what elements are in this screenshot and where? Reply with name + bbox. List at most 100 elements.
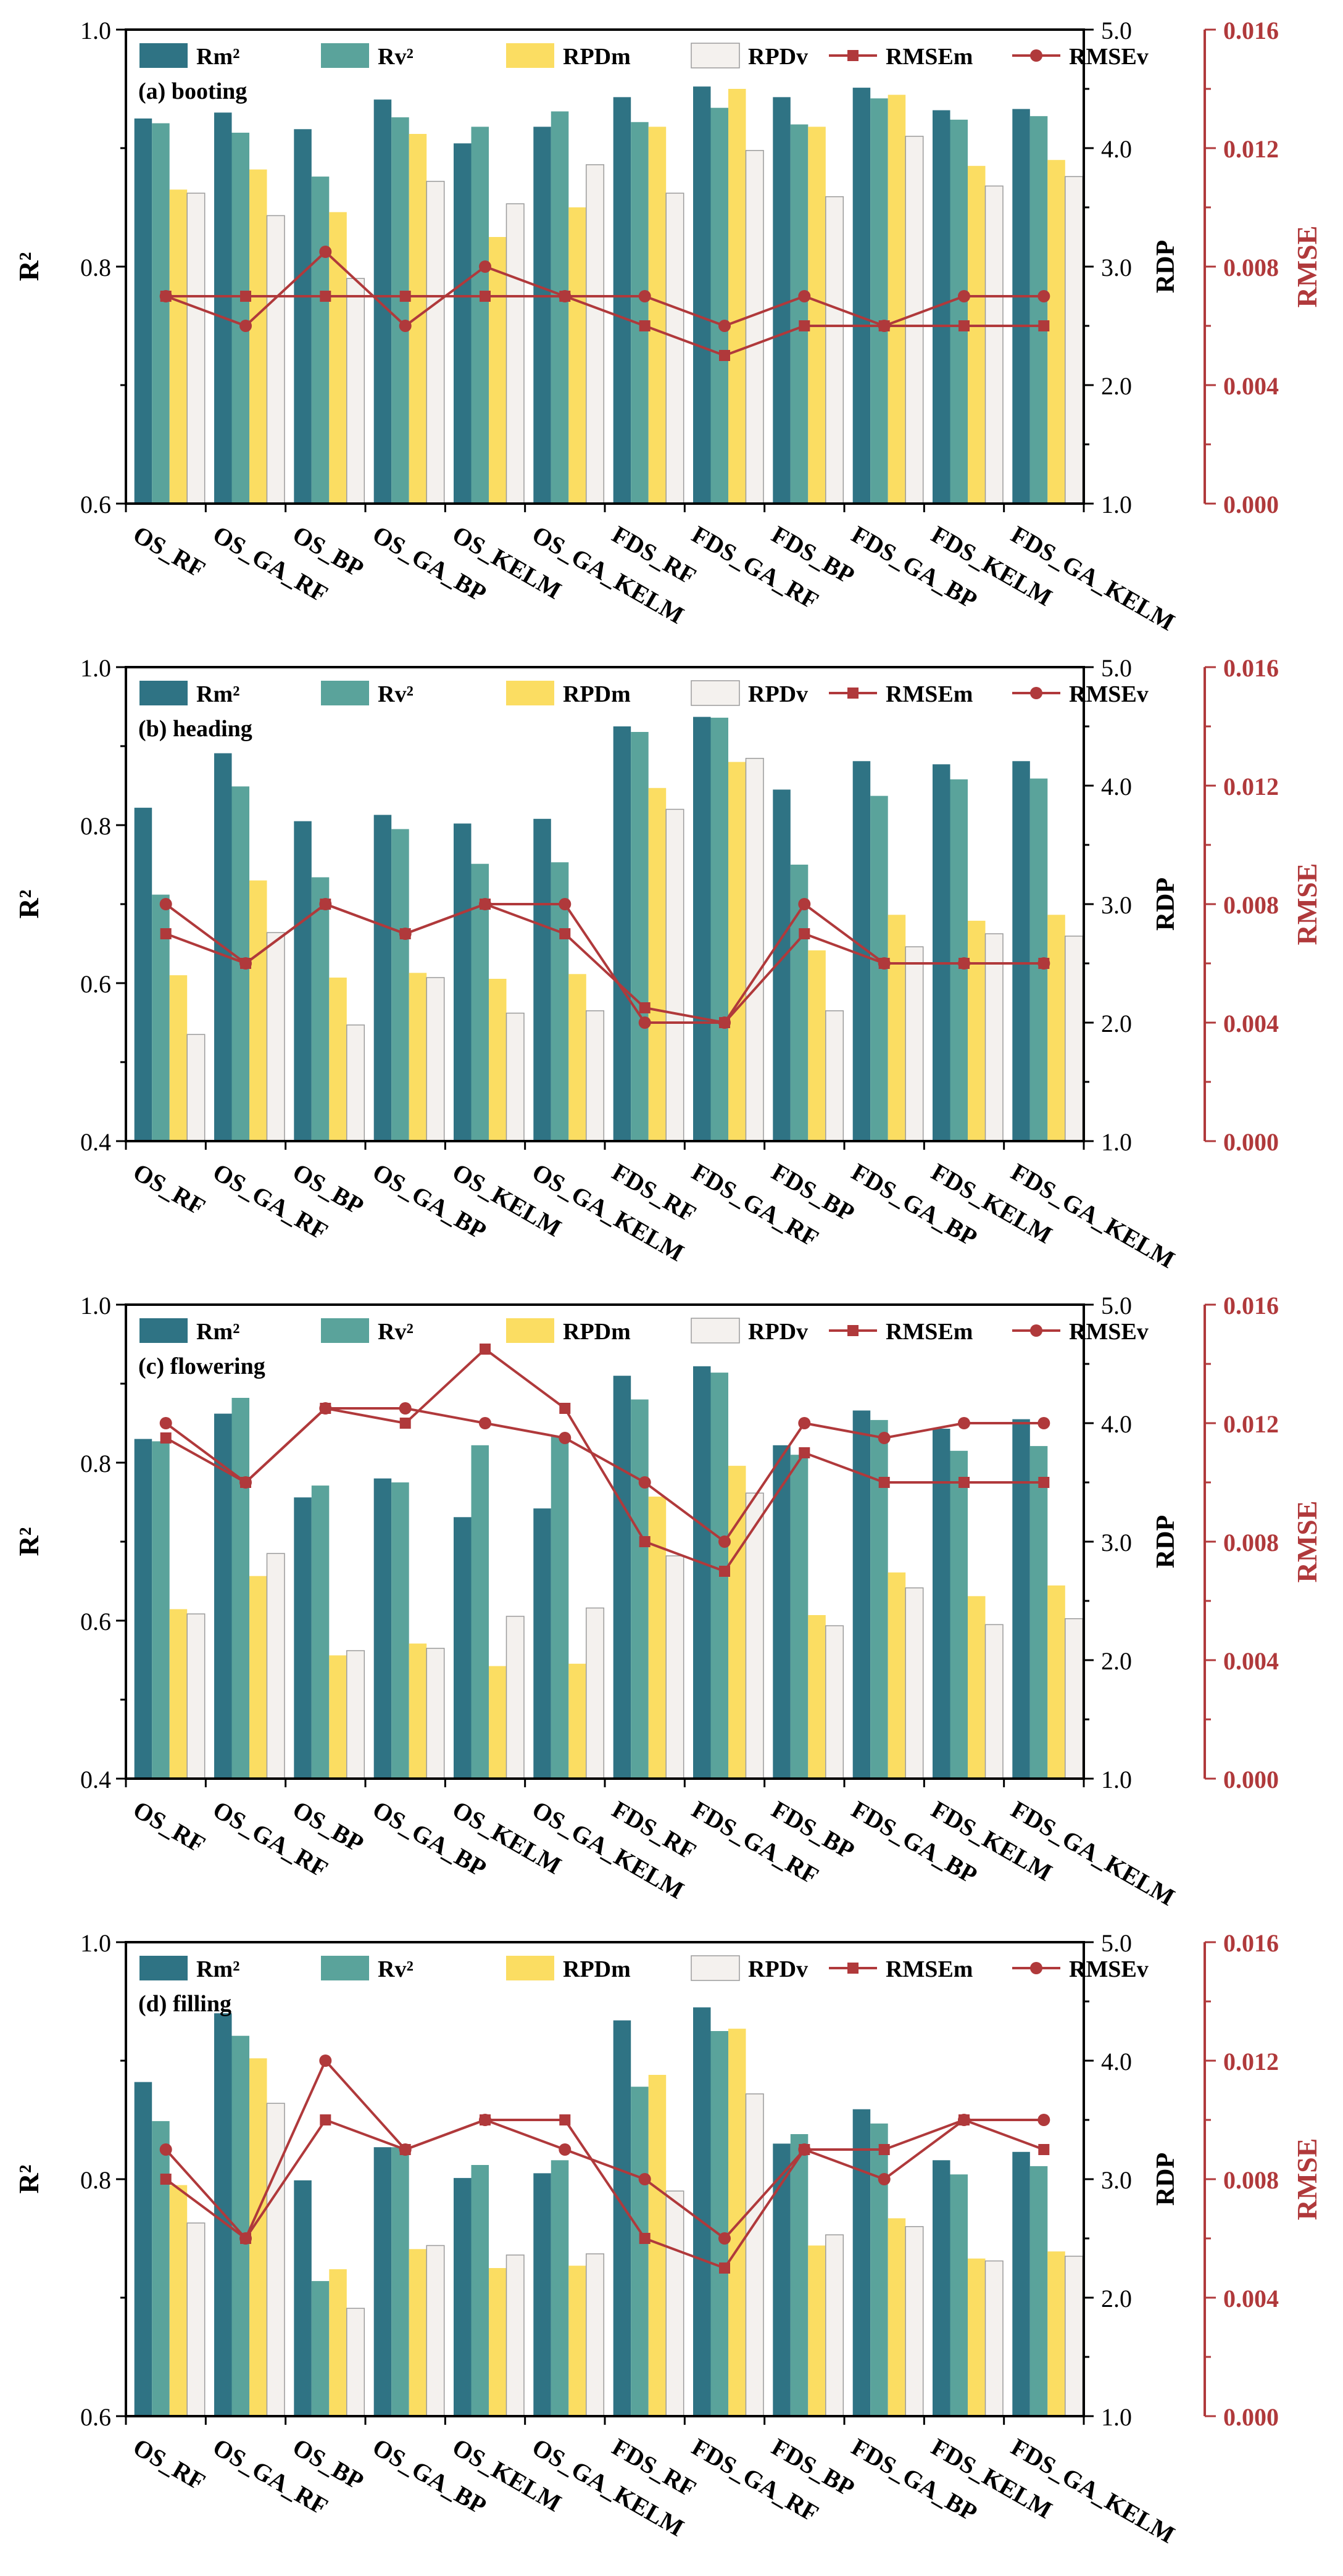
rpdm-bar-3 <box>329 1655 347 1779</box>
rdp-axis-title: RDP <box>1152 1515 1180 1568</box>
rmsem-line <box>165 295 1044 357</box>
rpdv-bar-9 <box>825 196 844 504</box>
rpdm-bar-12 <box>1047 915 1065 1141</box>
rm2-bar-11 <box>933 2160 950 2416</box>
rdp-axis-tick-label: 3.0 <box>1101 891 1132 919</box>
rv2-bar-9 <box>790 2134 809 2416</box>
rv2-bar-6 <box>551 1436 569 1779</box>
rmsev-marker-3 <box>319 2055 332 2067</box>
rmse-axis-tick-label: 0.000 <box>1223 1766 1279 1793</box>
rm2-bar-7 <box>613 2020 631 2416</box>
rpdv-bar-2 <box>266 215 285 504</box>
rmsem-marker-6 <box>559 2114 571 2125</box>
rmse-axis-tick-label: 0.012 <box>1223 2048 1279 2075</box>
rmsem-marker-1 <box>160 1432 172 1444</box>
rmsem-legend-label: RMSEm <box>886 44 973 70</box>
rpdm-legend-swatch <box>506 43 554 68</box>
left-axis-tick-label: 1.0 <box>80 1929 111 1957</box>
rmsem-legend-label: RMSEm <box>886 1956 973 1982</box>
rpdv-bar-12 <box>1065 1618 1084 1779</box>
rdp-axis-title: RDP <box>1152 2153 1180 2206</box>
rmse-axis-tick-label: 0.004 <box>1223 372 1279 400</box>
rdp-axis-tick-label: 5.0 <box>1101 1292 1132 1319</box>
rpdv-bar-10 <box>905 2226 924 2417</box>
left-axis-tick-label: 0.8 <box>80 2166 111 2194</box>
rpdm-bar-5 <box>489 1666 507 1779</box>
rmsev-marker-6 <box>559 2143 572 2156</box>
x-category-label: OS_RF <box>128 1795 210 1858</box>
rpdv-bar-4 <box>426 2245 445 2417</box>
rv2-bar-6 <box>551 111 569 504</box>
rm2-bar-3 <box>294 2180 312 2416</box>
rv2-bar-10 <box>870 2123 888 2416</box>
rm2-legend-swatch <box>139 43 188 68</box>
rm2-bar-12 <box>1012 761 1030 1141</box>
panel-title: (d) filling <box>138 1991 231 2017</box>
rv2-bar-11 <box>950 119 968 504</box>
rmsev-marker-12 <box>1037 1417 1050 1429</box>
chart-panel-4: 0.6 0.8 1.0 1.0 2.0 3.0 4.0 5.0 0.000 0.004 0.008 0… <box>13 1929 1323 2549</box>
rpdm-bar-5 <box>489 979 507 1141</box>
rpdv-bar-1 <box>186 1613 206 1779</box>
rmsev-legend-label: RMSEv <box>1069 1956 1149 1982</box>
rm2-bar-3 <box>294 821 312 1141</box>
rv2-legend-label: Rv² <box>378 681 414 707</box>
rmse-axis-tick-label: 0.000 <box>1223 491 1279 518</box>
rmsem-marker-1 <box>160 2174 172 2185</box>
rmsev-marker-4 <box>399 320 412 332</box>
rmsem-line <box>165 2118 1044 2270</box>
rpdv-bar-10 <box>905 946 924 1142</box>
rm2-bar-10 <box>852 1410 871 1779</box>
rpdv-bar-11 <box>984 933 1004 1142</box>
rmsev-marker-5 <box>479 260 491 273</box>
rdp-axis-tick-label: 1.0 <box>1101 491 1132 518</box>
rm2-bar-12 <box>1012 2151 1030 2416</box>
left-axis-tick-label: 0.8 <box>80 1450 111 1477</box>
rmsem-marker-7 <box>639 320 651 331</box>
rpdm-bar-7 <box>648 1497 667 1779</box>
rpdv-bar-6 <box>586 1607 605 1779</box>
rmsev-marker-3 <box>319 1402 332 1415</box>
rpdv-bar-3 <box>346 2308 365 2417</box>
rmse-axis-tick-label: 0.000 <box>1223 1128 1279 1156</box>
rmsem-marker-4 <box>399 291 411 302</box>
rm2-bar-2 <box>214 1413 232 1779</box>
rmsem-marker-7 <box>639 1002 651 1013</box>
rv2-bar-4 <box>391 1482 409 1779</box>
rv2-bar-9 <box>790 124 809 504</box>
rmsem-marker-10 <box>878 2144 890 2155</box>
rmsev-marker-11 <box>958 2114 970 2126</box>
left-axis-tick-label: 0.6 <box>80 970 111 998</box>
rm2-bar-5 <box>454 823 472 1141</box>
rmsev-marker-2 <box>239 320 252 332</box>
rm2-legend-swatch <box>139 681 188 705</box>
rpdv-bar-9 <box>825 1625 844 1779</box>
rv2-bar-5 <box>471 1445 489 1779</box>
rmse-axis-tick-label: 0.012 <box>1223 135 1279 163</box>
rpdv-bar-10 <box>905 136 924 504</box>
rdp-axis-tick-label: 1.0 <box>1101 1128 1132 1156</box>
rpdv-legend-swatch <box>691 1318 740 1344</box>
rv2-bar-10 <box>870 98 888 504</box>
rpdm-bar-11 <box>968 2258 986 2416</box>
rpdm-bar-10 <box>888 1572 906 1779</box>
rpdm-bar-9 <box>808 950 826 1141</box>
rmse-axis-tick-label: 0.008 <box>1223 1529 1279 1556</box>
rm2-bar-4 <box>373 2147 392 2416</box>
rpdm-legend-label: RPDm <box>563 1956 631 1982</box>
rm2-legend-swatch <box>139 1318 188 1343</box>
rv2-legend-swatch <box>321 43 369 68</box>
rm2-bar-9 <box>773 2143 791 2416</box>
rdp-axis-tick-label: 5.0 <box>1101 654 1132 682</box>
rmsev-marker-12 <box>1037 290 1050 302</box>
rv2-bar-4 <box>391 829 409 1141</box>
rv2-bar-7 <box>631 122 649 504</box>
rmsev-marker-4 <box>399 1402 412 1415</box>
rmsev-marker-11 <box>958 1417 970 1429</box>
rmsem-marker-8 <box>719 1566 730 1577</box>
rmsev-marker-6 <box>559 898 572 910</box>
rpdm-bar-2 <box>249 169 267 504</box>
rmsev-marker-10 <box>878 320 891 332</box>
rv2-legend-label: Rv² <box>378 1319 414 1345</box>
